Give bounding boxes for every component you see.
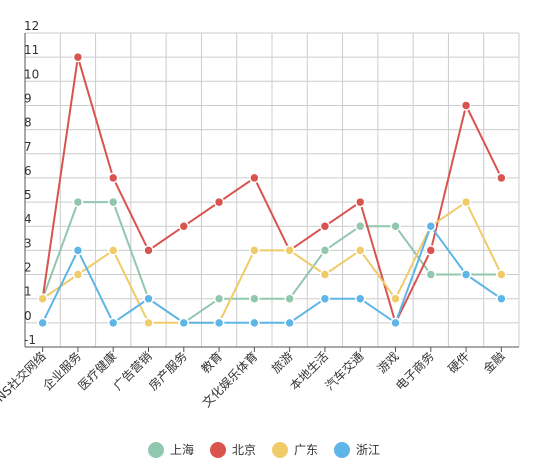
y-tick-label: 1 [24,285,32,299]
data-point[interactable] [249,245,260,256]
data-point[interactable] [354,220,366,232]
data-point[interactable] [143,293,154,304]
legend-marker[interactable] [210,442,226,458]
y-tick-label: 3 [24,236,32,250]
x-tick-label: 教育 [198,349,226,377]
legend-label[interactable]: 浙江 [356,443,380,457]
data-point[interactable] [107,317,119,329]
data-point[interactable] [319,293,331,304]
series-lines [41,56,503,324]
data-point[interactable] [284,245,295,256]
y-tick-label: 2 [24,261,32,275]
data-point[interactable] [284,293,295,304]
data-point[interactable] [107,172,119,184]
data-point[interactable] [72,245,84,256]
data-point[interactable] [319,269,331,280]
legend-marker[interactable] [272,442,288,458]
data-point[interactable] [72,51,84,63]
data-point[interactable] [425,245,437,256]
data-point[interactable] [213,317,225,329]
data-point[interactable] [460,269,472,280]
x-tick-label: 金融 [480,349,508,377]
y-tick-label: 6 [24,164,32,178]
x-tick-label: 汽车交通 [322,349,367,394]
x-tick-label: 房产服务 [145,349,190,394]
y-tick-label: 8 [24,116,32,130]
data-point[interactable] [178,220,190,232]
y-tick-label: 11 [24,43,39,57]
y-tick-label: 5 [24,188,32,202]
series-points [37,51,507,329]
data-point[interactable] [496,172,507,184]
y-tick-label: 7 [24,140,32,154]
legend: 上海 北京 广东 浙江 [148,442,380,458]
data-point[interactable] [496,269,507,280]
data-point[interactable] [249,293,260,304]
legend-label[interactable]: 广东 [294,443,318,457]
data-point[interactable] [460,100,472,111]
data-point[interactable] [72,269,84,280]
data-point[interactable] [213,293,225,304]
data-point[interactable] [284,317,295,329]
y-tick-label: 9 [24,91,32,105]
x-tick-label: 旅游 [269,349,296,376]
data-point[interactable] [213,196,225,208]
data-point[interactable] [390,220,401,232]
x-tick-label: 电子商务 [392,349,437,394]
data-point[interactable] [178,317,190,329]
data-point[interactable] [390,293,401,304]
data-point[interactable] [107,196,119,208]
data-point[interactable] [460,196,472,208]
data-point[interactable] [390,317,401,329]
data-point[interactable] [37,293,48,304]
data-point[interactable] [37,317,48,329]
series-line-3 [42,201,503,324]
data-point[interactable] [143,245,154,256]
legend-label[interactable]: 上海 [170,442,194,457]
x-tick-label: 硬件 [445,349,472,376]
data-point[interactable] [319,220,331,232]
series-line-2 [41,56,503,324]
data-point[interactable] [107,245,119,256]
legend-marker[interactable] [334,442,350,458]
grid [24,32,520,348]
data-point[interactable] [496,293,507,304]
x-tick-label: 游戏 [375,349,402,376]
data-point[interactable] [354,293,366,304]
y-tick-label: 12 [24,19,39,33]
legend-label[interactable]: 北京 [232,443,256,457]
series-line-1 [41,201,502,324]
y-tick-label: 4 [24,212,32,226]
series-line-4 [41,225,502,324]
y-tick-label: 10 [24,67,39,81]
data-point[interactable] [354,196,366,208]
data-point[interactable] [143,317,154,329]
y-tick-label: -1 [24,333,36,347]
data-point[interactable] [249,317,260,329]
legend-marker[interactable] [148,442,164,458]
y-tick-label: 0 [24,309,32,323]
x-tick-label: SNS社交网络 [0,349,49,411]
axes [24,33,519,348]
data-point[interactable] [319,245,331,256]
data-point[interactable] [72,196,84,208]
data-point[interactable] [354,245,366,256]
data-point[interactable] [425,269,437,280]
data-point[interactable] [249,172,260,184]
data-point[interactable] [425,220,437,232]
